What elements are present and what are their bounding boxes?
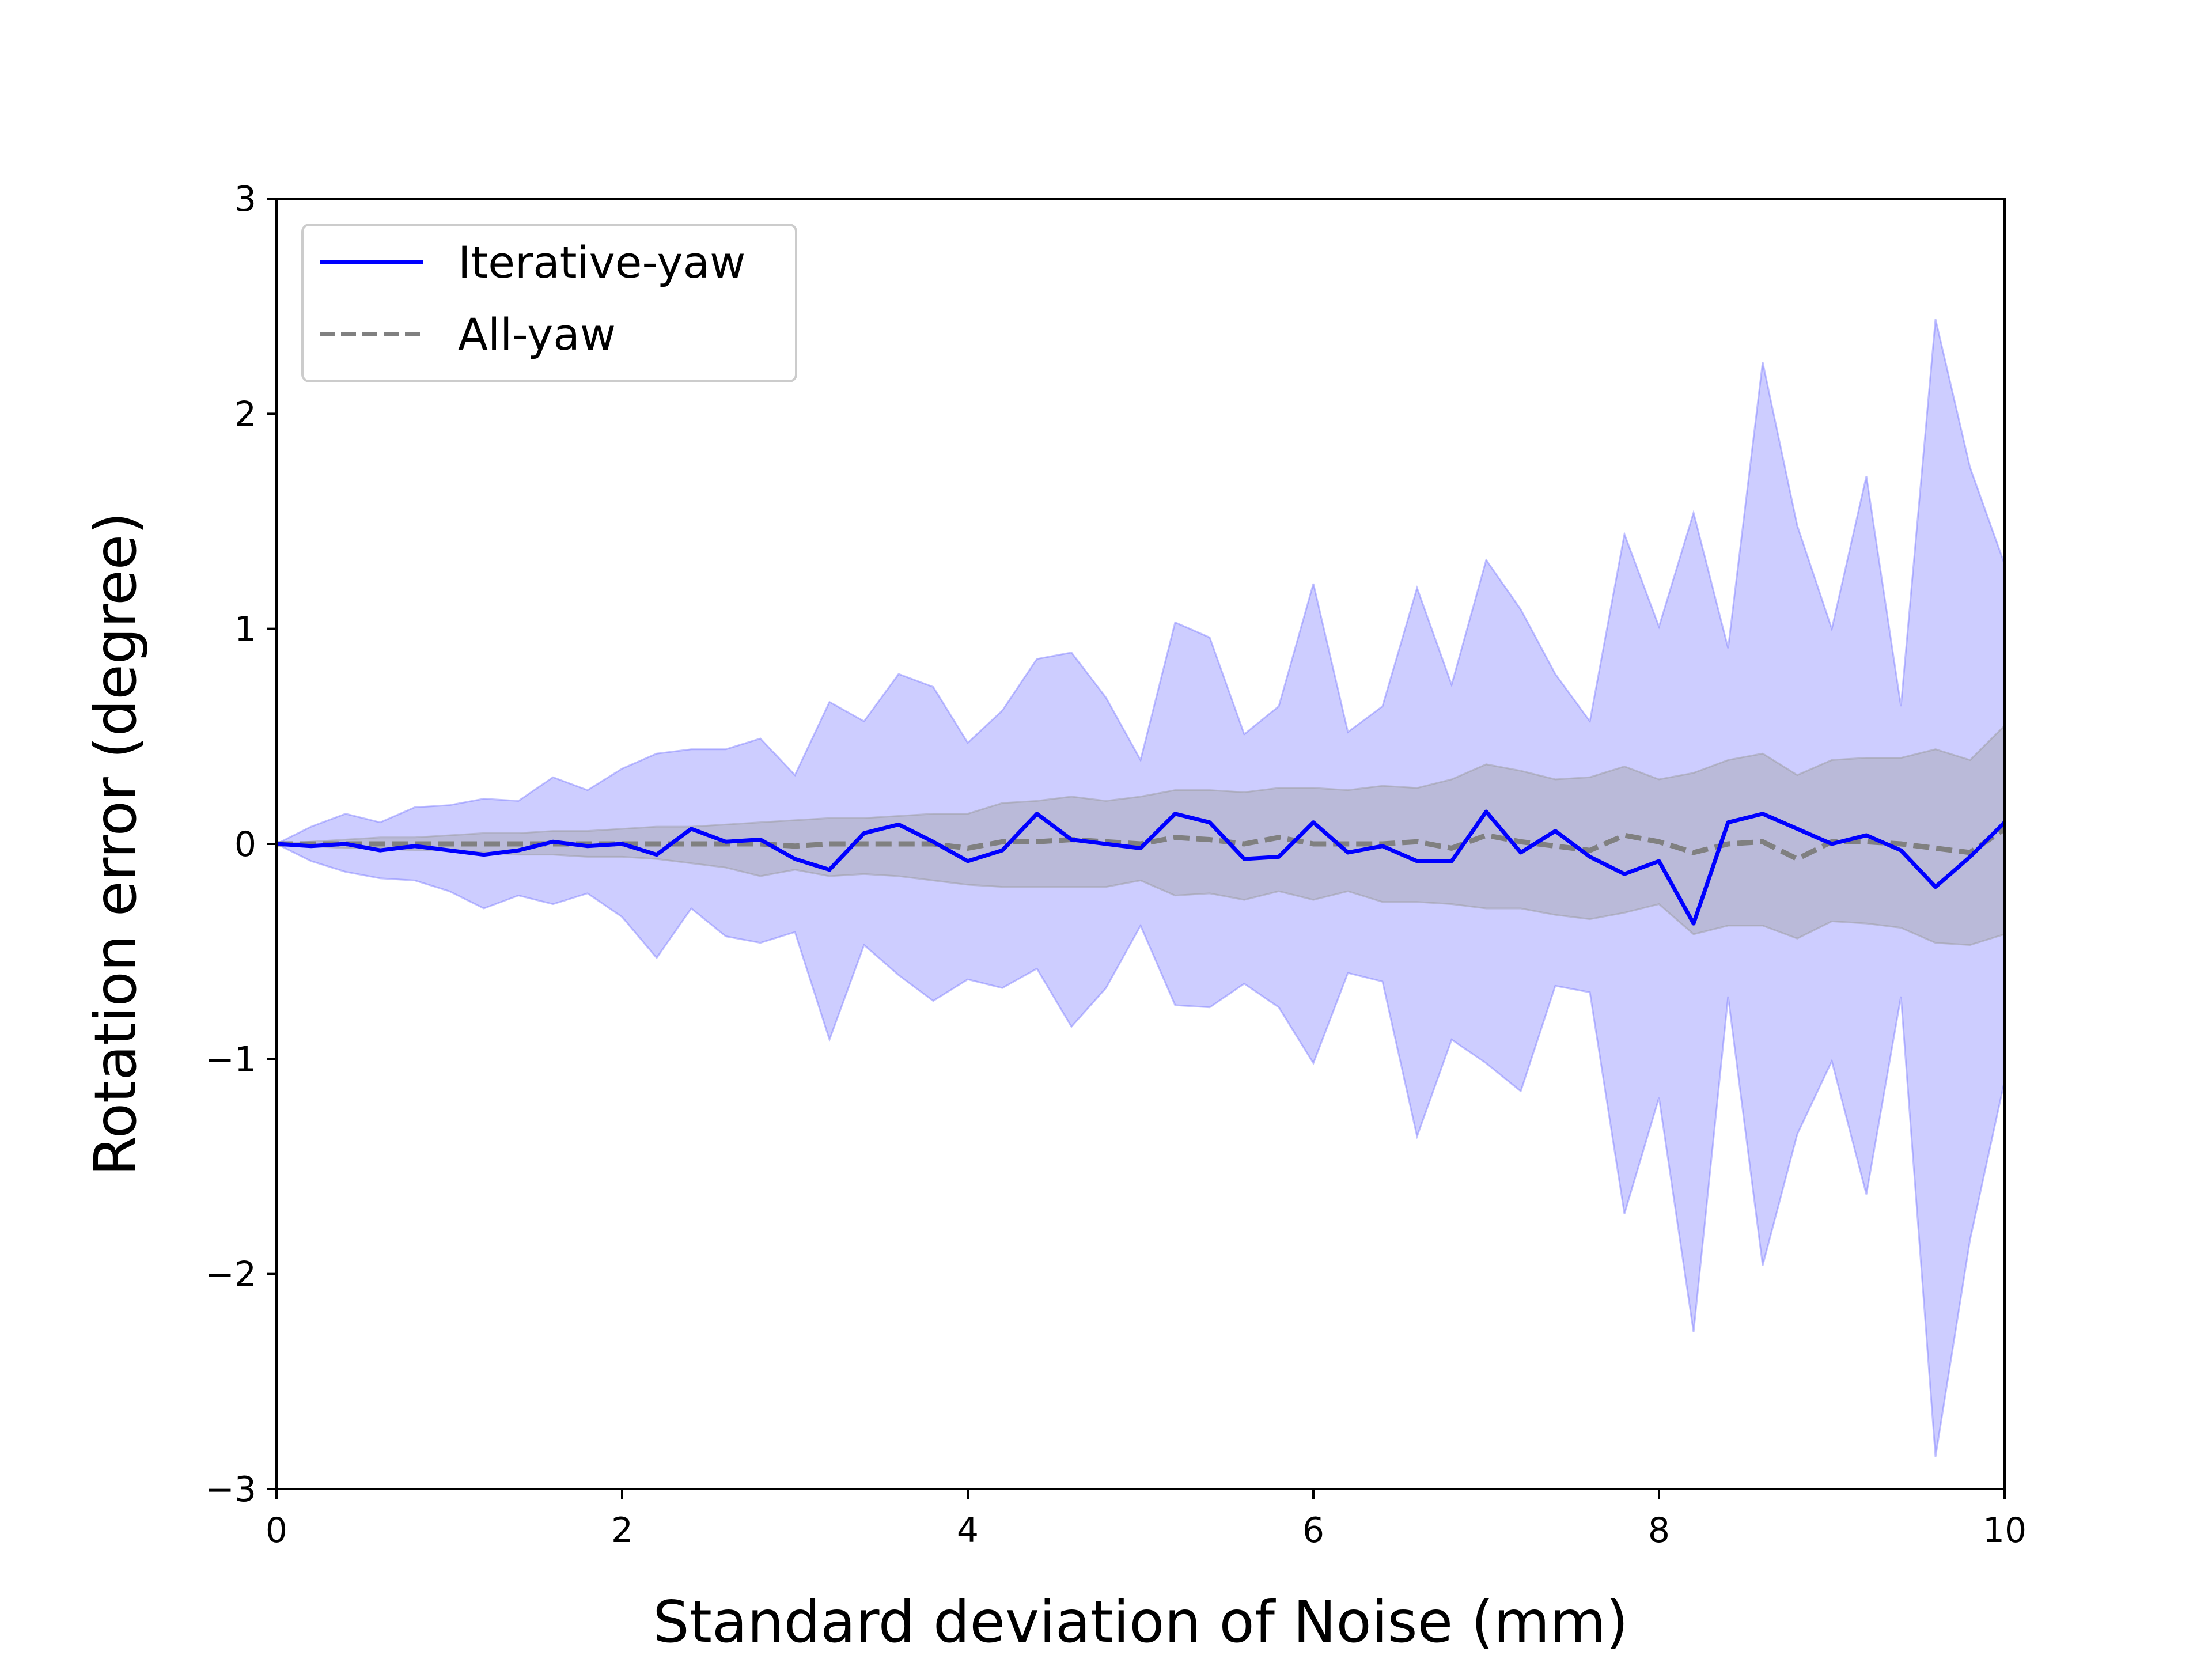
x-tick-label: 8 [1648, 1510, 1670, 1551]
legend-label-iterative-yaw: Iterative-yaw [458, 237, 745, 288]
x-axis-title: Standard deviation of Noise (mm) [653, 1588, 1628, 1656]
y-tick-label: −3 [206, 1469, 256, 1510]
y-tick-label: 1 [234, 609, 256, 650]
y-tick-label: −1 [206, 1039, 256, 1080]
x-tick-label: 4 [957, 1510, 979, 1551]
y-tick-label: 3 [234, 179, 256, 219]
x-tick-label: 6 [1302, 1510, 1324, 1551]
y-tick-label: 2 [234, 394, 256, 434]
axis-ticks: 0 2 4 6 8 10 −3 −2 −1 0 1 2 3 [206, 179, 2027, 1551]
x-tick-label: 10 [1983, 1510, 2027, 1551]
y-tick-label: −2 [206, 1255, 256, 1295]
x-tick-label: 0 [266, 1510, 287, 1551]
legend-frame [301, 224, 797, 382]
confidence-bands [274, 319, 2006, 1457]
legend: Iterative-yaw All-yaw [301, 224, 797, 382]
line-iterative-yaw [276, 809, 2006, 926]
y-tick-label: 0 [234, 824, 256, 865]
series-lines [276, 809, 2006, 926]
x-tick-label: 2 [611, 1510, 633, 1551]
legend-label-all-yaw: All-yaw [458, 309, 616, 360]
y-axis-title: Rotation error (degree) [82, 512, 149, 1176]
